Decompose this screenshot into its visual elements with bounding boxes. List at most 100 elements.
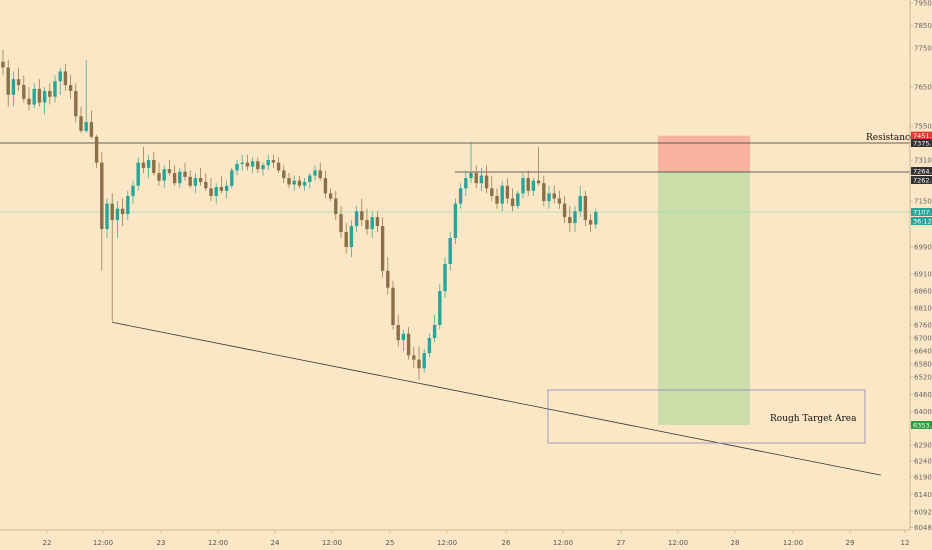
candle-body — [474, 173, 478, 184]
candle-body — [547, 193, 551, 202]
price-tick-label: 6048.0 — [914, 524, 932, 532]
target-area-label: Rough Target Area — [770, 414, 857, 424]
candle-body — [136, 162, 140, 186]
candle-body — [531, 180, 536, 191]
candle-body — [568, 217, 572, 224]
time-axis[interactable]: 22 12:00 23 12:00 24 12:00 25 12:00 26 12:00 27 12:… — [43, 530, 910, 547]
candle-body — [490, 188, 494, 196]
candle-body — [42, 90, 47, 103]
candle-body — [339, 214, 343, 233]
price-tick-label: 7650.0 — [914, 84, 932, 92]
candle-body — [120, 208, 125, 215]
candle-body — [386, 270, 390, 288]
candle-body — [178, 171, 182, 184]
candle-body — [438, 291, 442, 325]
candles-group — [1, 49, 598, 380]
candle-body — [464, 178, 468, 189]
candle-body — [583, 195, 588, 221]
price-badge — [911, 217, 932, 225]
trendline[interactable] — [112, 321, 881, 476]
price-badge — [911, 176, 932, 184]
candle-body — [157, 173, 161, 181]
candle-body — [448, 238, 452, 264]
candle-body — [287, 178, 291, 185]
target-area-box[interactable] — [547, 389, 866, 444]
candle-body — [427, 338, 432, 354]
candle-body — [328, 193, 333, 199]
candle-body — [380, 226, 385, 271]
candle-body — [58, 71, 62, 82]
time-tick-label: 22 — [43, 539, 52, 547]
price-tick-label: 6092.0 — [914, 508, 932, 516]
candle-body — [167, 169, 172, 174]
candle-body — [401, 333, 406, 341]
resistance-label: Resistance — [866, 133, 915, 143]
time-tick-label: 12 — [901, 539, 910, 547]
candle-body — [266, 160, 270, 166]
candle-body — [334, 198, 338, 215]
price-tick-label: 7310.0 — [914, 157, 932, 165]
candle-body — [318, 170, 322, 179]
candle-body — [27, 98, 31, 105]
price-badge-label: 7262.5 — [913, 176, 932, 184]
price-tick-label: 7950.0 — [914, 0, 932, 8]
candle-body — [141, 162, 146, 168]
candle-body — [484, 175, 489, 189]
candle-body — [100, 162, 104, 230]
price-tick-label: 6190.0 — [914, 474, 932, 482]
time-tick-label: 24 — [271, 539, 280, 547]
candle-body — [22, 85, 26, 99]
candle-body — [297, 180, 302, 186]
candle-body — [552, 193, 556, 199]
candle-body — [282, 170, 286, 179]
candle-body — [276, 162, 281, 171]
price-tick-label: 6240.0 — [914, 458, 932, 466]
candle-body — [261, 165, 265, 170]
candle-body — [79, 116, 83, 131]
candle-body — [152, 160, 156, 174]
candle-body — [146, 160, 151, 168]
candle-body — [74, 90, 78, 117]
time-tick-label: 26 — [502, 539, 511, 547]
candle-body — [245, 162, 250, 167]
candle-body — [256, 161, 260, 170]
candle-body — [131, 185, 135, 196]
price-tick-label: 7550.0 — [914, 123, 932, 131]
candle-body — [250, 161, 255, 167]
price-badge-label: 7107.0 — [913, 208, 932, 216]
candle-body — [219, 187, 224, 191]
time-tick-label: 12:00 — [322, 539, 342, 547]
candle-body — [469, 173, 473, 179]
candle-body — [89, 122, 94, 137]
candle-body — [6, 67, 10, 95]
candle-body — [360, 211, 364, 221]
take-profit-zone[interactable] — [658, 172, 750, 425]
candle-body — [417, 359, 421, 369]
candle-body — [521, 178, 525, 194]
candle-body — [110, 203, 114, 221]
candle-body — [370, 217, 374, 230]
time-tick-label: 12:00 — [668, 539, 688, 547]
price-badge — [911, 139, 932, 147]
candle-body — [214, 187, 218, 196]
candle-body — [204, 181, 208, 189]
candle-body — [500, 185, 504, 204]
candle-body — [224, 185, 229, 191]
time-tick-label: 29 — [846, 539, 855, 547]
candle-body — [432, 325, 437, 338]
time-tick-label: 12:00 — [783, 539, 803, 547]
price-badge-label: 7375.5 — [913, 139, 932, 147]
time-tick-label: 12:00 — [93, 539, 113, 547]
stop-loss-zone[interactable] — [658, 135, 750, 172]
candle-body — [391, 287, 395, 325]
candle-body — [526, 178, 530, 191]
candle-body — [375, 217, 380, 227]
price-badge-label: 7264.0 — [913, 167, 932, 175]
candle-body — [557, 198, 562, 204]
candle-body — [323, 178, 328, 194]
candle-body — [198, 178, 203, 182]
candle-body — [94, 136, 99, 163]
candle-body — [16, 79, 21, 86]
price-tick-label: 6990.0 — [914, 244, 932, 252]
